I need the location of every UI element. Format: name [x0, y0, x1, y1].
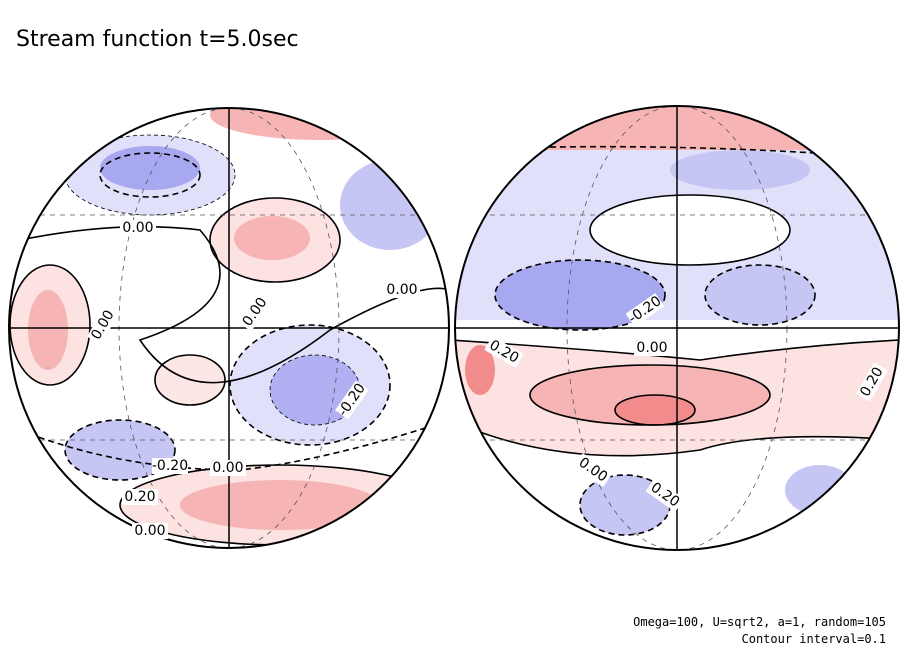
- label-bg: [120, 220, 156, 236]
- label-bg: [856, 362, 888, 402]
- label-bg: [132, 523, 168, 539]
- left-globe: [9, 108, 449, 548]
- label-bg: [87, 305, 119, 345]
- label-bg: [384, 282, 420, 298]
- right-globe: [455, 106, 899, 550]
- contour-label: -0.20: [152, 458, 188, 474]
- label-bg: [573, 453, 613, 487]
- footnote: Contour interval=0.1: [742, 632, 887, 646]
- contour-label: 0.00: [134, 523, 165, 539]
- label-bg: [238, 292, 272, 332]
- label-bg: [484, 336, 524, 368]
- label-bg: [122, 489, 158, 505]
- label-bg: [625, 293, 665, 327]
- contour-label: 0.00: [386, 282, 417, 298]
- label-bg: [335, 380, 369, 420]
- footnote: Omega=100, U=sqrt2, a=1, random=105: [633, 615, 886, 629]
- contour-label: 0.20: [124, 489, 155, 505]
- label-bg: [152, 458, 188, 474]
- label-bg: [645, 478, 685, 512]
- title: Stream function t=5.0sec: [16, 27, 299, 52]
- label-bg: [634, 340, 670, 356]
- label-bg: [210, 460, 246, 476]
- contour-label: 0.00: [636, 340, 667, 356]
- contour-label: 0.00: [212, 460, 243, 476]
- contour-label: 0.00: [122, 220, 153, 236]
